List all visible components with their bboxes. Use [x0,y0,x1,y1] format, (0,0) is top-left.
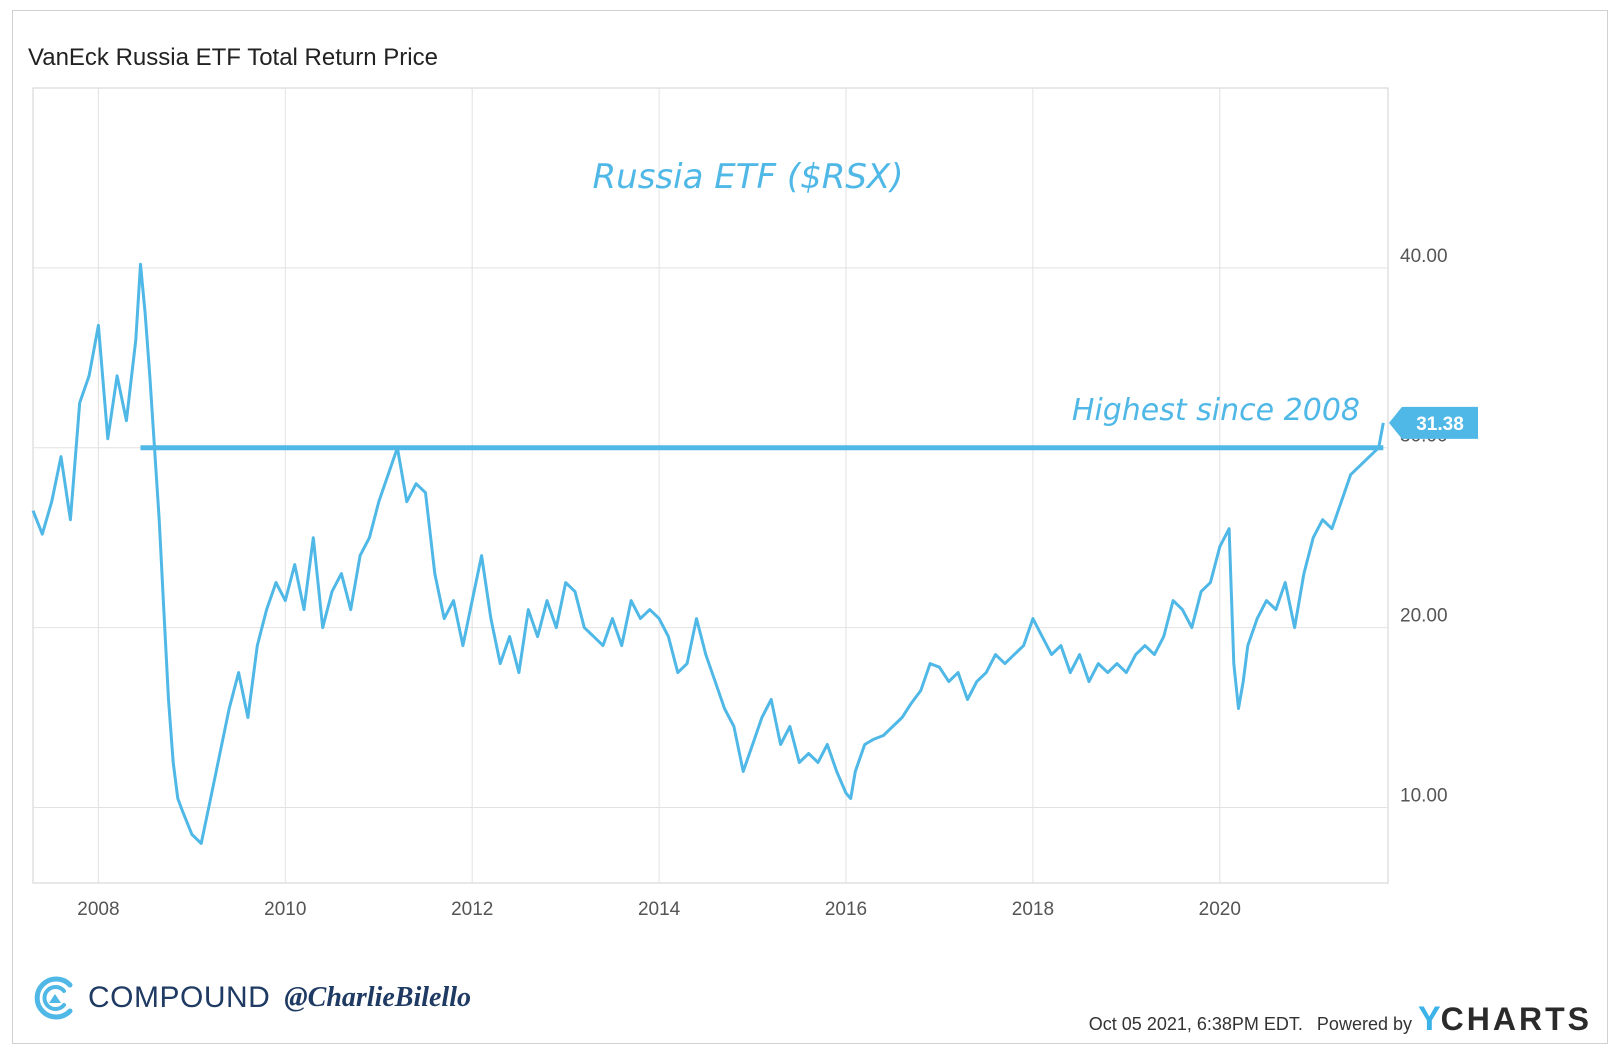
chart-title: VanEck Russia ETF Total Return Price [28,44,438,71]
x-tick-label: 2016 [825,899,867,920]
powered-by-label: Powered by [1316,1014,1412,1034]
timestamp: Oct 05 2021, 6:38PM EDT. [1088,1014,1303,1034]
x-tick-label: 2008 [77,899,119,920]
x-tick-label: 2018 [1012,899,1054,920]
annotation-title: Russia ETF ($RSX) [593,157,904,197]
plot-area [32,87,1389,884]
x-tick-label: 2014 [638,899,681,920]
chart-frame [12,10,1608,1044]
author-handle[interactable]: @CharlieBilello [284,982,471,1013]
grid-layer [33,88,1388,883]
x-axis: 2008 2010 2012 2014 2016 2018 2020 [77,899,1241,920]
annotation-layer: Russia ETF ($RSX) Highest since 2008 31.38 [140,157,1478,451]
series-layer [31,262,1385,845]
last-value-badge: 31.38 [1389,406,1478,439]
compound-logo-icon [34,976,73,1020]
annotation-reference-label: Highest since 2008 [1072,393,1360,428]
brand-name: COMPOUND [88,981,271,1014]
x-tick-label: 2012 [451,899,493,920]
y-tick-label: 20.00 [1400,606,1448,627]
plot-border [32,87,1389,884]
ycharts-logo-y[interactable]: Y [1417,1000,1441,1038]
x-tick-label: 2020 [1199,899,1241,920]
price-series-line [31,262,1385,845]
ycharts-footer: Oct 05 2021, 6:38PM EDT. Powered by Y CHA… [1089,1000,1592,1039]
y-tick-label: 40.00 [1400,246,1448,267]
y-tick-label: 10.00 [1400,785,1448,806]
x-tick-label: 2010 [264,899,306,920]
compound-branding: COMPOUND @CharlieBilello [30,970,471,1026]
last-value-badge-bg [1389,406,1478,439]
ycharts-logo-text[interactable]: CHARTS [1440,1001,1592,1037]
last-value-label: 31.38 [1416,414,1464,435]
